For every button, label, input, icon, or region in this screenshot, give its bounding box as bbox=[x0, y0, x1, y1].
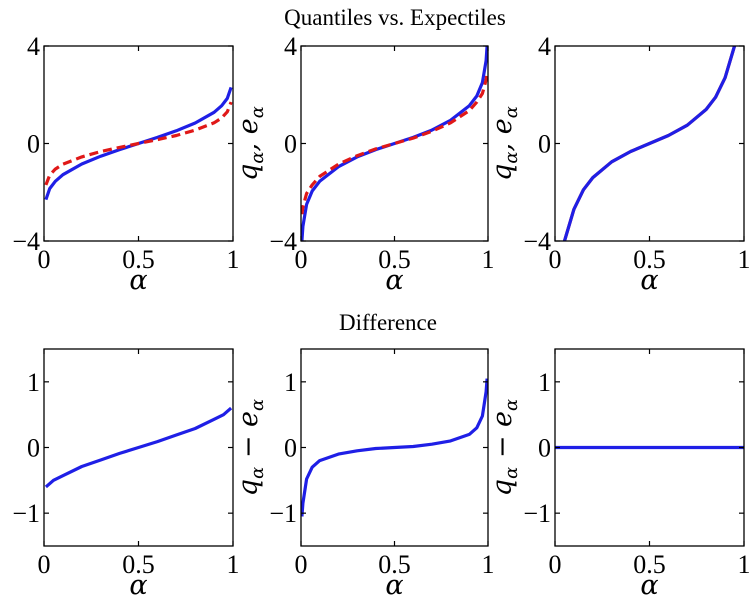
x-tick-label: 0.5 bbox=[633, 550, 666, 579]
y-tick-label: 4 bbox=[284, 32, 297, 61]
x-tick-label: 0.5 bbox=[378, 245, 411, 274]
series-group bbox=[44, 406, 233, 489]
series-line-1 bbox=[301, 46, 488, 241]
x-tick-label: 0 bbox=[295, 550, 308, 579]
y-tick-label: −4 bbox=[269, 227, 297, 256]
y-tick-label: 0 bbox=[284, 130, 297, 159]
x-tick-label: 1 bbox=[738, 245, 751, 274]
y-tick-label: 4 bbox=[27, 32, 40, 61]
y-tick-label: −1 bbox=[523, 499, 551, 528]
y-tick-label: −4 bbox=[523, 227, 551, 256]
series-line-1 bbox=[301, 378, 488, 517]
y-axis-label: qα​ − eα​ bbox=[487, 399, 522, 496]
x-tick-label: 0.5 bbox=[378, 550, 411, 579]
series-group bbox=[301, 378, 488, 517]
series-line-2 bbox=[44, 101, 233, 186]
series-line-2 bbox=[562, 46, 737, 241]
y-tick-label: −1 bbox=[12, 499, 40, 528]
y-axis-label: qα​, eα​ bbox=[233, 106, 268, 181]
y-axis-label: qα​ − eα​ bbox=[233, 399, 268, 496]
y-tick-label: 1 bbox=[538, 368, 551, 397]
x-tick-label: 0 bbox=[38, 550, 51, 579]
series-line-2 bbox=[301, 72, 488, 215]
x-tick-label: 1 bbox=[482, 550, 495, 579]
x-axis-label: α bbox=[640, 265, 658, 296]
series-line-1 bbox=[44, 406, 233, 489]
y-tick-label: 0 bbox=[27, 130, 40, 159]
y-tick-label: −4 bbox=[12, 227, 40, 256]
figure-title-top: Quantiles vs. Expectiles bbox=[284, 5, 506, 30]
x-tick-label: 0.5 bbox=[122, 550, 155, 579]
subplot-6: 0 0.5 1 −1 0 1 α qα​ − eα​ bbox=[487, 348, 751, 601]
series-group bbox=[44, 86, 233, 201]
x-tick-label: 0.5 bbox=[122, 245, 155, 274]
x-tick-label: 0 bbox=[549, 550, 562, 579]
y-tick-label: 0 bbox=[284, 434, 297, 463]
y-tick-label: 1 bbox=[27, 368, 40, 397]
x-tick-label: 0 bbox=[38, 245, 51, 274]
x-tick-label: 1 bbox=[482, 245, 495, 274]
y-axis-label: qα​, eα​ bbox=[487, 106, 522, 181]
y-tick-label: −1 bbox=[269, 499, 297, 528]
x-tick-label: 1 bbox=[227, 245, 240, 274]
subplot-5: 0 0.5 1 −1 0 1 α qα​ − eα​ bbox=[233, 348, 495, 601]
x-axis-label: α bbox=[129, 570, 147, 601]
subplot-4: 0 0.5 1 −1 0 1 α bbox=[12, 348, 240, 601]
series-group bbox=[301, 46, 488, 241]
x-tick-label: 0 bbox=[549, 245, 562, 274]
figure-title-bottom: Difference bbox=[339, 310, 437, 335]
y-tick-label: 4 bbox=[538, 32, 551, 61]
x-axis-label: α bbox=[385, 265, 403, 296]
y-tick-label: 1 bbox=[284, 368, 297, 397]
series-group bbox=[562, 46, 737, 241]
x-tick-label: 0 bbox=[295, 245, 308, 274]
x-tick-label: 1 bbox=[227, 550, 240, 579]
y-tick-label: 0 bbox=[538, 130, 551, 159]
y-tick-label: 0 bbox=[538, 434, 551, 463]
x-axis-label: α bbox=[385, 570, 403, 601]
y-tick-label: 0 bbox=[27, 434, 40, 463]
x-axis-label: α bbox=[640, 570, 658, 601]
x-axis-label: α bbox=[129, 265, 147, 296]
x-tick-label: 1 bbox=[738, 550, 751, 579]
x-tick-label: 0.5 bbox=[633, 245, 666, 274]
